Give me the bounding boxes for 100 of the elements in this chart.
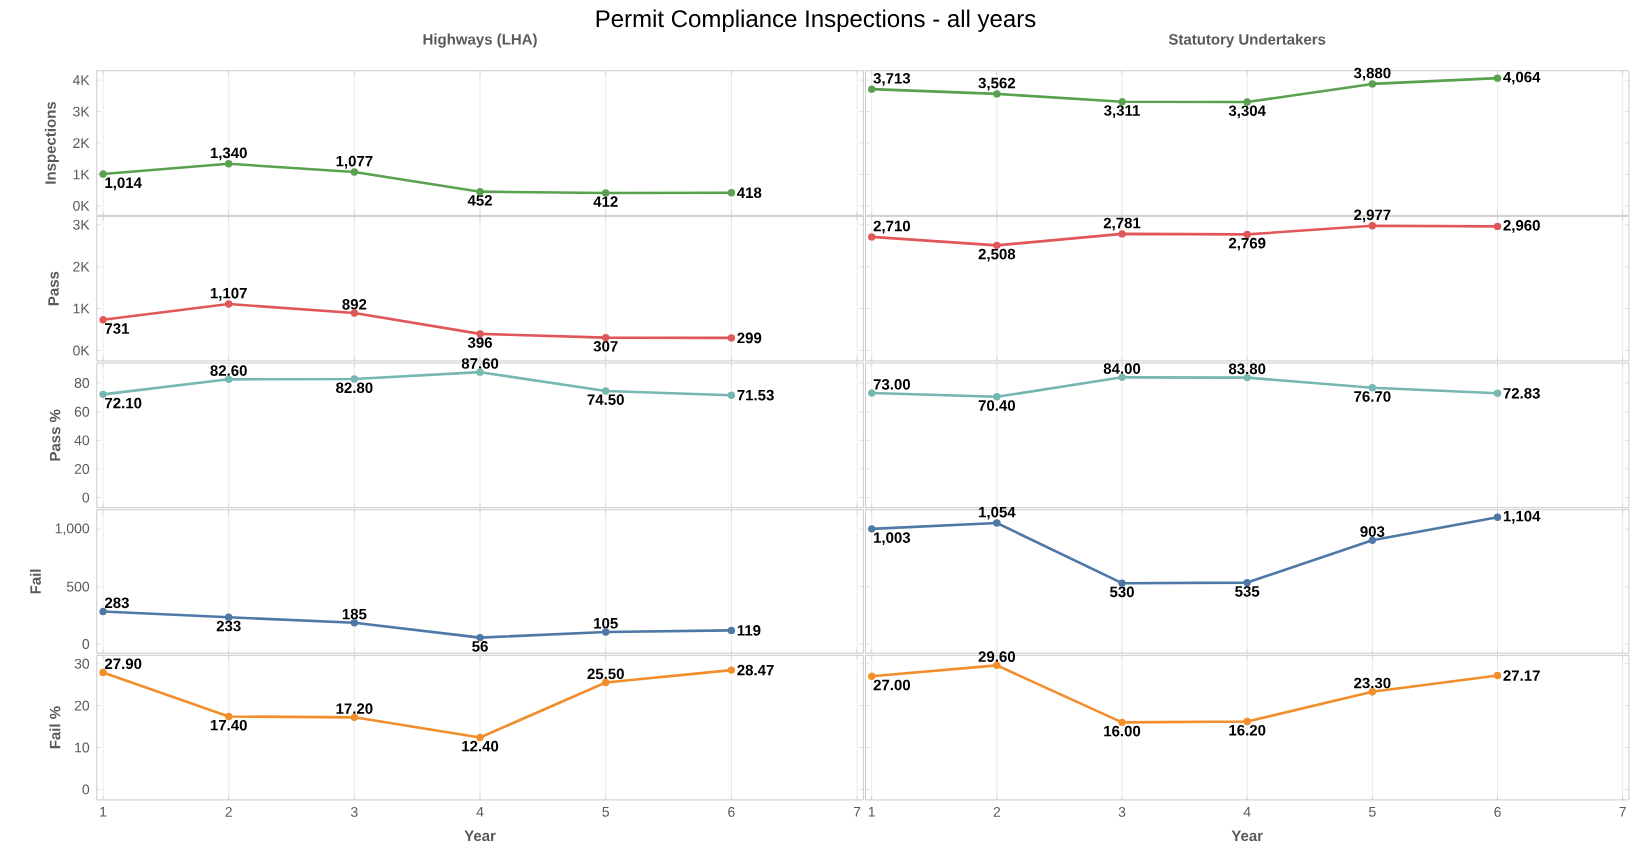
data-label: 3,311 xyxy=(1104,105,1140,118)
data-label: 71.53 xyxy=(737,389,774,401)
data-label: 76.70 xyxy=(1354,391,1391,402)
data-label: 12.40 xyxy=(462,740,499,752)
point xyxy=(1493,74,1502,82)
data-label: 4,064 xyxy=(1503,71,1541,85)
x-tick-label: 1 xyxy=(100,806,107,817)
data-label: 299 xyxy=(737,332,762,344)
y-axis-title: Pass % xyxy=(49,409,61,461)
point xyxy=(868,85,876,93)
data-label: 418 xyxy=(737,187,762,198)
data-label: 29.60 xyxy=(978,651,1016,662)
x-tick-label: 7 xyxy=(1619,806,1626,817)
data-label: 3,713 xyxy=(873,72,911,86)
data-label: 1,340 xyxy=(210,147,247,161)
y-tick-label: 4K xyxy=(72,75,90,85)
data-label: 72.10 xyxy=(105,397,142,409)
x-tick-label: 6 xyxy=(1494,806,1501,817)
y-tick-label: 1K xyxy=(73,169,90,180)
data-label: 2,710 xyxy=(873,220,911,234)
point xyxy=(868,233,876,241)
data-label: 452 xyxy=(467,194,492,206)
data-label: 27.17 xyxy=(1503,670,1540,681)
data-label: 87.60 xyxy=(461,358,499,369)
y-tick-label: 0K xyxy=(73,200,90,211)
point xyxy=(1493,513,1502,521)
data-label: 27.90 xyxy=(104,658,142,669)
chart-title: Statutory Undertakers xyxy=(1168,33,1326,48)
data-label: 23.30 xyxy=(1354,677,1391,689)
y-tick-label: 0 xyxy=(82,638,90,649)
point xyxy=(868,389,876,397)
data-label: 1,014 xyxy=(105,177,142,191)
y-axis-title: Fail xyxy=(29,569,41,594)
data-label: 2,508 xyxy=(978,248,1016,262)
x-tick-label: 6 xyxy=(728,806,735,817)
x-tick-label: 5 xyxy=(602,806,610,817)
x-tick-label: 3 xyxy=(1118,806,1126,817)
x-tick-label: 4 xyxy=(1243,806,1251,817)
data-label: 70.40 xyxy=(978,400,1016,411)
data-label: 530 xyxy=(1109,586,1134,598)
point xyxy=(99,316,107,324)
data-label: 1,104 xyxy=(1503,510,1541,524)
point xyxy=(99,170,107,178)
y-tick-label: 40 xyxy=(74,435,90,446)
data-label: 2,781 xyxy=(1103,217,1141,231)
data-label: 1,054 xyxy=(979,506,1016,520)
y-tick-label: 20 xyxy=(74,700,90,711)
data-label: 82.60 xyxy=(210,365,247,376)
point xyxy=(727,626,736,634)
y-tick-label: 1K xyxy=(73,303,90,314)
data-label: 27.00 xyxy=(873,679,911,691)
data-label: 307 xyxy=(593,340,618,352)
data-label: 72.83 xyxy=(1503,387,1540,399)
y-tick-label: 3K xyxy=(73,106,90,117)
data-label: 185 xyxy=(342,608,367,620)
y-tick-label: 0K xyxy=(73,345,90,356)
data-label: 1,107 xyxy=(210,287,247,301)
data-label: 16.20 xyxy=(1229,724,1266,736)
x-tick-label: 1 xyxy=(868,806,875,817)
point xyxy=(727,334,736,342)
y-tick-label: 1,000 xyxy=(55,523,90,535)
data-label: 119 xyxy=(737,624,761,636)
y-tick-label: 500 xyxy=(66,581,90,592)
x-tick-label: 4 xyxy=(476,806,484,817)
data-label: 16.00 xyxy=(1104,725,1141,737)
y-tick-label: 2K xyxy=(73,261,90,272)
y-axis-title: Fail % xyxy=(49,706,61,749)
x-tick-label: 5 xyxy=(1369,806,1376,817)
data-label: 105 xyxy=(594,617,618,629)
data-label: 17.40 xyxy=(210,719,247,731)
data-label: 2,769 xyxy=(1228,237,1266,251)
data-label: 283 xyxy=(104,597,129,609)
data-label: 1,003 xyxy=(874,532,911,545)
x-tick-label: 2 xyxy=(225,806,232,817)
data-label: 84.00 xyxy=(1103,363,1141,374)
data-label: 892 xyxy=(342,298,367,310)
data-label: 2,977 xyxy=(1354,209,1391,223)
data-label: 903 xyxy=(1360,526,1385,537)
point xyxy=(727,391,736,399)
data-label: 25.50 xyxy=(587,668,624,680)
x-tick-label: 7 xyxy=(853,806,861,817)
y-tick-label: 20 xyxy=(74,463,90,474)
data-label: 82.80 xyxy=(336,382,373,393)
point xyxy=(868,672,876,680)
data-label: 3,304 xyxy=(1228,105,1266,119)
y-tick-label: 3K xyxy=(73,219,90,230)
data-label: 74.50 xyxy=(587,394,624,405)
y-tick-label: 80 xyxy=(74,377,90,388)
point xyxy=(868,525,876,533)
data-label: 2,960 xyxy=(1503,219,1540,233)
data-label: 73.00 xyxy=(873,378,911,390)
data-label: 28.47 xyxy=(737,664,774,676)
data-label: 1,077 xyxy=(336,155,373,169)
data-label: 3,880 xyxy=(1353,67,1391,81)
data-label: 17.20 xyxy=(336,703,373,714)
x-tick-label: 2 xyxy=(993,806,1001,817)
point xyxy=(99,390,107,398)
data-label: 3,562 xyxy=(978,77,1016,91)
x-axis-title: Year xyxy=(1231,830,1263,841)
y-axis-title: Pass xyxy=(48,271,59,306)
